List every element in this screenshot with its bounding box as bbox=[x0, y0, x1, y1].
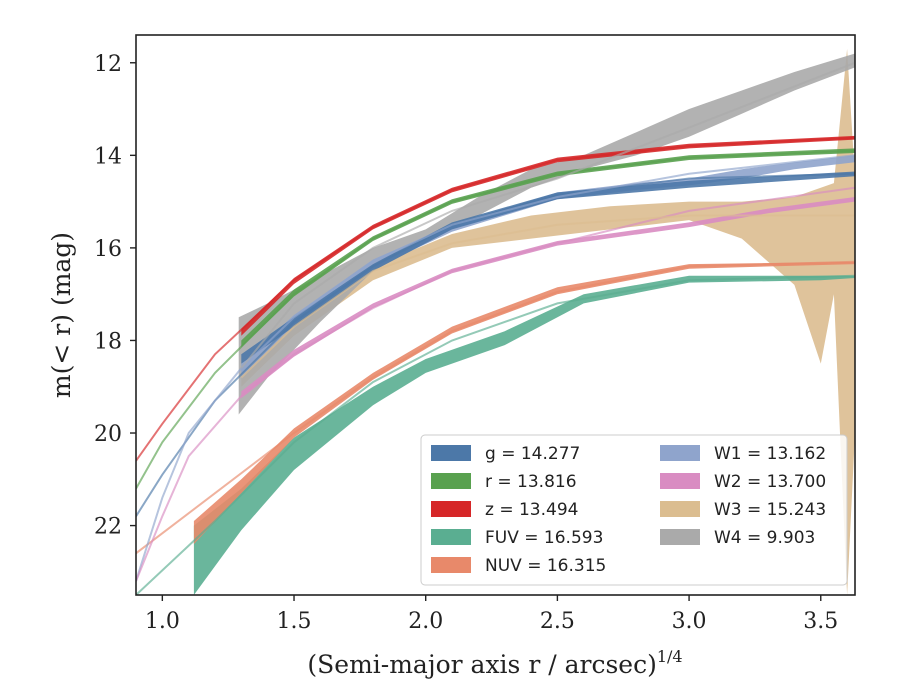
model-line-fuv bbox=[136, 274, 855, 595]
band-w4 bbox=[238, 53, 855, 415]
legend-frame bbox=[420, 434, 848, 586]
series-layer bbox=[136, 48, 855, 595]
x-tick-label: 2.5 bbox=[540, 609, 575, 634]
plot-frame bbox=[135, 34, 856, 596]
legend-entry-nuv: NUV = 16.315 bbox=[485, 556, 606, 576]
band-fuv bbox=[193, 275, 855, 595]
legend-entry-g: g = 14.277 bbox=[485, 444, 580, 464]
y-tick-label: 16 bbox=[94, 237, 122, 262]
legend-swatch-z bbox=[431, 501, 471, 517]
model-line-w1 bbox=[136, 154, 855, 582]
model-line-r bbox=[136, 149, 855, 490]
x-tick-label: 3.5 bbox=[803, 609, 838, 634]
y-tick-label: 14 bbox=[94, 144, 122, 169]
y-tick-label: 22 bbox=[94, 515, 122, 540]
legend-swatch-fuv bbox=[431, 529, 471, 545]
y-axis-ticks: 12 14 16 18 20 22 bbox=[94, 52, 136, 540]
model-line-w3 bbox=[240, 214, 855, 379]
x-axis-label-superscript: 1/4 bbox=[657, 647, 683, 666]
x-axis-label: (Semi-major axis r / arcsec)1/4 bbox=[307, 647, 682, 679]
x-tick-label: 3.0 bbox=[672, 609, 707, 634]
legend-swatch-w2 bbox=[660, 473, 700, 489]
legend-entry-w1: W1 = 13.162 bbox=[714, 444, 826, 464]
x-tick-label: 2.0 bbox=[408, 609, 443, 634]
legend-swatch-w1 bbox=[660, 445, 700, 461]
legend-entry-fuv: FUV = 16.593 bbox=[485, 528, 603, 548]
x-tick-label: 1.0 bbox=[145, 609, 180, 634]
legend-swatch-w3 bbox=[660, 501, 700, 517]
model-line-z bbox=[136, 136, 855, 462]
legend-entry-z: z = 13.494 bbox=[485, 500, 578, 520]
model-line-w4 bbox=[240, 61, 855, 369]
legend-swatch-w4 bbox=[660, 529, 700, 545]
x-tick-label: 1.5 bbox=[277, 609, 312, 634]
legend-entry-r: r = 13.816 bbox=[485, 472, 577, 492]
legend: g = 14.277 r = 13.816 z = 13.494 FUV = 16.5… bbox=[420, 434, 848, 586]
legend-entry-w2: W2 = 13.700 bbox=[714, 472, 826, 492]
legend-swatch-g bbox=[431, 445, 471, 461]
model-line-g bbox=[136, 172, 855, 517]
y-axis-label: m(< r) (mag) bbox=[47, 232, 76, 398]
y-tick-label: 20 bbox=[94, 422, 122, 447]
y-tick-label: 12 bbox=[94, 52, 122, 77]
legend-entry-w4: W4 = 9.903 bbox=[714, 528, 815, 548]
legend-entry-w3: W3 = 15.243 bbox=[714, 500, 826, 520]
model-line-w2 bbox=[136, 186, 855, 582]
legend-swatch-nuv bbox=[431, 557, 471, 573]
x-axis-ticks: 1.0 1.5 2.0 2.5 3.0 3.5 bbox=[145, 595, 838, 634]
legend-swatch-r bbox=[431, 473, 471, 489]
y-tick-label: 18 bbox=[94, 329, 122, 354]
model-line-nuv bbox=[136, 260, 855, 555]
